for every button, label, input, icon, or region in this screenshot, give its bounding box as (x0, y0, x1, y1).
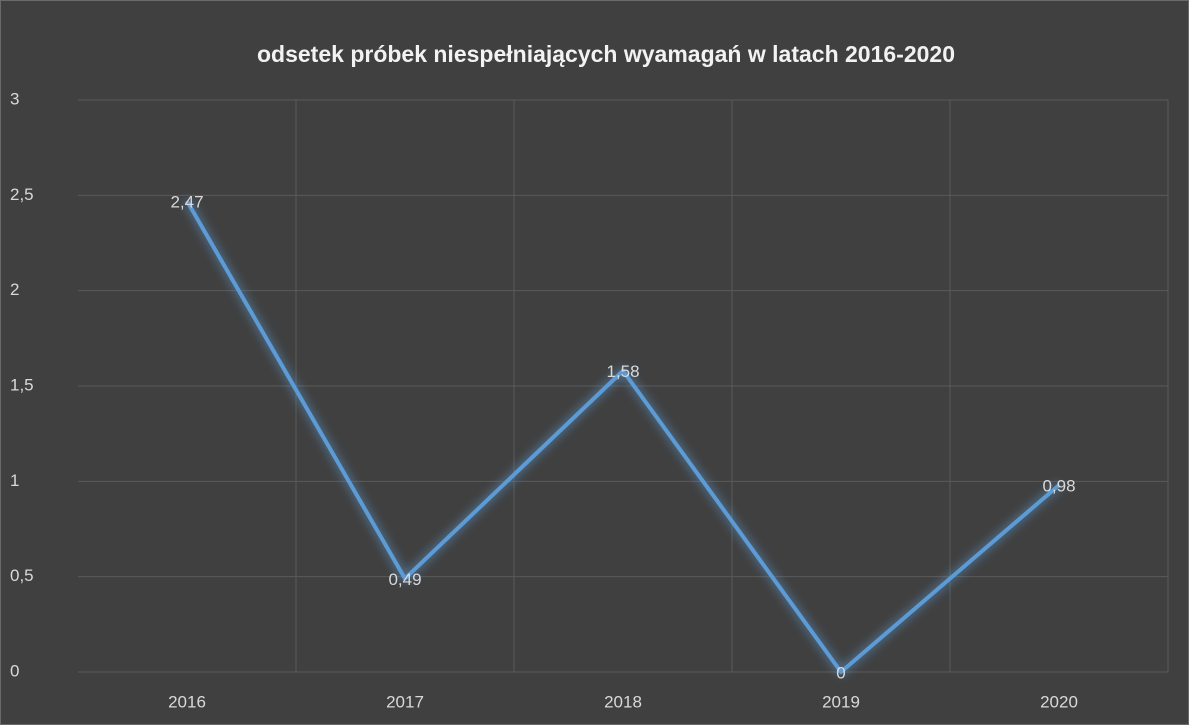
x-tick-label: 2020 (1040, 692, 1078, 711)
y-tick-label: 1,5 (10, 375, 34, 394)
y-tick-label: 0,5 (10, 566, 34, 585)
data-label: 2,47 (170, 193, 203, 212)
data-label: 0,49 (388, 570, 421, 589)
data-label: 1,58 (606, 362, 639, 381)
x-tick-label: 2018 (604, 692, 642, 711)
x-tick-label: 2017 (386, 692, 424, 711)
data-label: 0 (836, 663, 845, 682)
x-tick-label: 2019 (822, 692, 860, 711)
y-tick-label: 2,5 (10, 185, 34, 204)
line-series (185, 200, 1061, 674)
x-tick-label: 2016 (168, 692, 206, 711)
chart-title: odsetek próbek niespełniających wyamagań… (257, 41, 955, 67)
y-tick-label: 3 (10, 89, 19, 108)
y-tick-label: 0 (10, 661, 19, 680)
data-label: 0,98 (1042, 477, 1075, 496)
y-tick-label: 2 (10, 280, 19, 299)
y-tick-label: 1 (10, 471, 19, 490)
